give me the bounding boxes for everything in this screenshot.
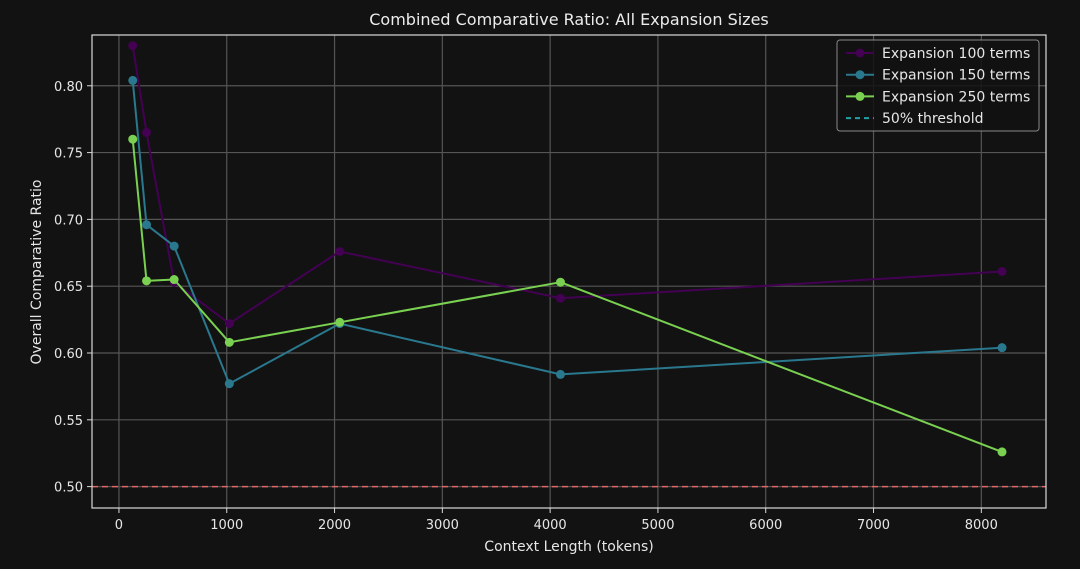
legend-item: 50% threshold — [846, 111, 984, 127]
data-point — [128, 75, 138, 85]
x-tick-label: 2000 — [318, 518, 351, 533]
y-axis-label: Overall Comparative Ratio — [29, 180, 45, 365]
data-point — [142, 128, 152, 138]
x-tick-label: 1000 — [210, 518, 243, 533]
data-point — [555, 369, 565, 379]
x-axis-label: Context Length (tokens) — [484, 539, 653, 555]
x-tick-label: 6000 — [749, 518, 782, 533]
ticks: 0 1000 2000 3000 4000 5000 6000 7000 8000 0.50 0.5… — [54, 80, 998, 533]
y-tick-label: 0.65 — [54, 280, 83, 295]
series-layer — [128, 41, 1007, 457]
data-point — [128, 41, 138, 51]
legend-label: Expansion 150 terms — [882, 68, 1030, 84]
y-tick-label: 0.70 — [54, 213, 83, 228]
data-point — [224, 319, 234, 329]
data-point — [128, 134, 138, 144]
data-point — [997, 267, 1007, 276]
legend-item: Expansion 250 terms — [846, 89, 1030, 105]
data-point — [142, 276, 152, 286]
plot-frame — [91, 34, 1047, 509]
data-point — [555, 277, 565, 287]
legend-marker — [855, 70, 865, 80]
data-point — [224, 337, 234, 347]
x-tick-label: 7000 — [857, 518, 890, 533]
data-point — [224, 379, 234, 389]
y-tick-label: 0.75 — [54, 147, 83, 162]
data-point — [335, 246, 345, 256]
x-tick-label: 4000 — [534, 518, 567, 533]
legend-label: Expansion 250 terms — [882, 89, 1030, 105]
legend: Expansion 100 terms Expansion 150 terms Ex… — [836, 39, 1040, 132]
legend-label: 50% threshold — [882, 111, 984, 127]
data-point — [169, 275, 179, 285]
y-tick-label: 0.80 — [54, 80, 83, 95]
y-tick-label: 0.55 — [54, 414, 83, 429]
x-tick-label: 0 — [115, 518, 123, 533]
legend-item: Expansion 150 terms — [846, 68, 1030, 84]
legend-item: Expansion 100 terms — [846, 46, 1030, 62]
legend-marker — [855, 91, 865, 101]
legend-box — [836, 39, 1040, 132]
legend-marker — [855, 48, 865, 58]
data-point — [997, 447, 1007, 457]
data-point — [169, 241, 179, 251]
data-point — [997, 343, 1007, 353]
chart-title: Combined Comparative Ratio: All Expansio… — [369, 10, 769, 29]
data-point — [142, 220, 152, 230]
x-tick-label: 8000 — [965, 518, 998, 533]
y-tick-label: 0.50 — [54, 481, 83, 496]
y-tick-label: 0.60 — [54, 347, 83, 362]
legend-label: Expansion 100 terms — [882, 46, 1030, 62]
x-tick-label: 5000 — [641, 518, 674, 533]
data-point — [335, 317, 345, 327]
x-tick-label: 3000 — [426, 518, 459, 533]
series-3 — [128, 134, 1007, 457]
data-point — [555, 293, 565, 303]
